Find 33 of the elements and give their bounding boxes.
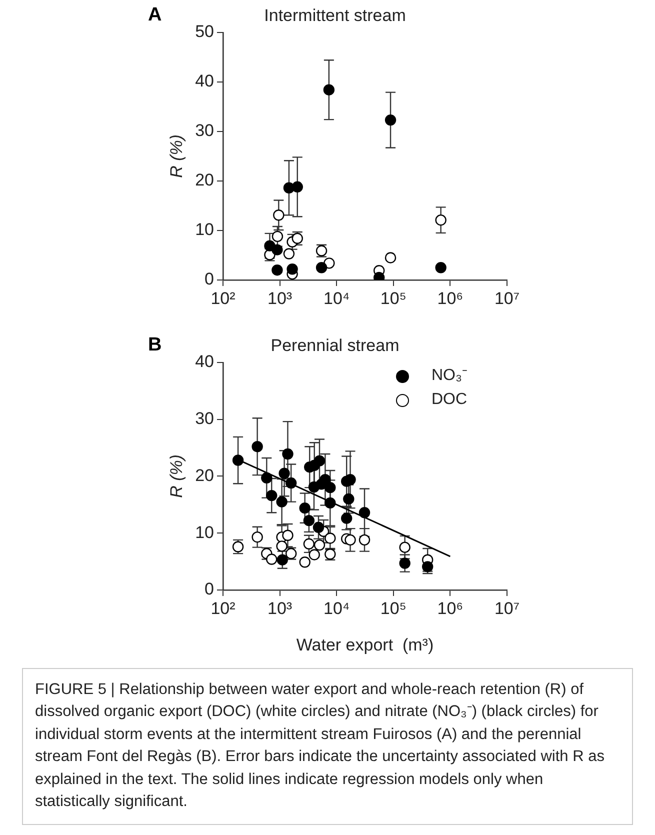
x-tick-label: 10³	[268, 288, 292, 308]
legend-label: NO₃⁻	[431, 366, 467, 386]
x-tick-label: 10⁷	[494, 598, 520, 618]
caption: FIGURE 5 | Relationship between water export and whole-reach retention (R) of dissolved organic export (DOC) (white circles) and nitrate (NO₃⁻) (black circles) for individual storm events at the intermittent stream Fuirosos (A) and the perennial stream Font del Regàs (B). Error bars indicate the uncertainty associated with R as explained in the text. The solid lines indicate regression models only when statistically significant.	[22, 668, 633, 825]
x-axis-title: Water export (m³)	[296, 635, 434, 654]
y-tick-label: 0	[204, 270, 214, 289]
y-tick-label: 10	[195, 522, 214, 542]
y-tick-label: 20	[195, 170, 214, 190]
y-tick-label: 50	[195, 22, 214, 42]
y-tick-label: 40	[195, 352, 214, 372]
y-axis-title: R (%)	[166, 454, 186, 498]
y-tick-label: 20	[195, 466, 214, 485]
y-tick-label: 40	[195, 72, 214, 91]
y-tick-label: 30	[195, 408, 214, 428]
text: B	[148, 334, 162, 356]
text: A	[148, 4, 162, 26]
x-tick-label: 10⁴	[323, 288, 350, 308]
y-axis-title: R (%)	[166, 134, 186, 178]
x-tick-label: 10⁶	[437, 598, 464, 618]
x-tick-label: 10²	[210, 288, 236, 308]
y-tick-label: 10	[195, 220, 214, 240]
legend-label: DOC	[431, 390, 467, 410]
x-tick-label: 10⁵	[380, 288, 406, 308]
x-tick-label: 10²	[210, 598, 236, 618]
chart-title: Intermittent stream	[264, 6, 406, 25]
y-tick-label: 0	[204, 580, 214, 599]
x-tick-label: 10⁶	[437, 288, 464, 308]
x-tick-label: 10³	[268, 598, 292, 618]
y-tick-label: 30	[195, 121, 214, 140]
x-tick-label: 10⁵	[380, 598, 406, 618]
x-tick-label: 10⁷	[494, 288, 520, 308]
x-tick-label: 10⁴	[323, 598, 350, 618]
chart-title: Perennial stream	[270, 336, 400, 355]
